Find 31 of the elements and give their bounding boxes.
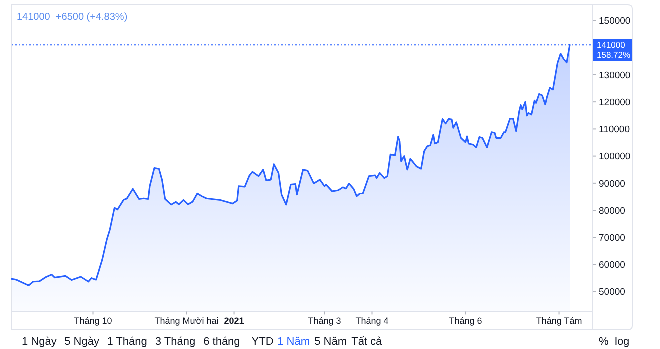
text: 3 Tháng	[155, 336, 196, 348]
text: log	[615, 336, 630, 348]
y-tick-label: 130000	[599, 70, 631, 82]
text: 5 Ngày	[64, 336, 100, 348]
text: Tất cả	[352, 336, 384, 348]
y-tick-label: 60000	[599, 260, 626, 272]
text: 158.72%	[597, 50, 631, 60]
text: 1 Ngày	[22, 336, 58, 348]
text: 6 tháng	[204, 336, 240, 348]
y-tick-label: 90000	[599, 178, 626, 190]
x-tick-label: Tháng Mười hai	[154, 316, 219, 326]
text: %	[599, 336, 609, 348]
y-tick-label: 80000	[599, 206, 626, 217]
annotation: 141000 +6500 (+4.83%)	[17, 12, 128, 23]
text: YTD	[252, 336, 274, 348]
y-tick-label: 70000	[599, 232, 626, 244]
y-tick-label: 50000	[599, 287, 626, 298]
text: 1 Tháng	[107, 336, 148, 348]
text: 5 Năm	[314, 336, 348, 348]
y-tick-label: 100000	[599, 152, 631, 163]
ref-line-label: 141000	[597, 40, 626, 50]
x-tick-label: Tháng 10	[74, 316, 112, 326]
y-tick-label: 120000	[599, 97, 631, 108]
y-tick-label: 110000	[599, 124, 630, 136]
x-tick-label: Tháng 6	[449, 316, 482, 326]
y-tick-label: 150000	[599, 16, 631, 28]
x-tick-label: Tháng Tám	[536, 316, 582, 326]
x-tick-label: Tháng 4	[356, 316, 389, 326]
text: 1 Năm	[278, 336, 310, 348]
x-tick-label: Tháng 3	[308, 316, 342, 326]
x-tick-label: 2021	[224, 316, 244, 326]
